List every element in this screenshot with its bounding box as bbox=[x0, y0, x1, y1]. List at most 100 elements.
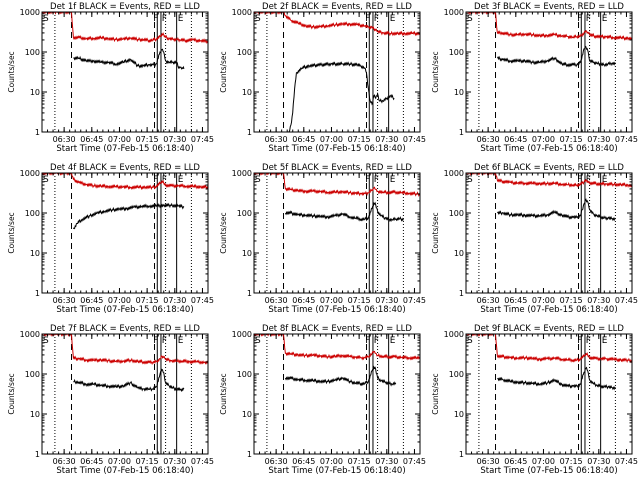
x-tick-label: 07:15 bbox=[560, 135, 583, 144]
y-tick-label: 100 bbox=[25, 48, 40, 57]
series-lld-line bbox=[254, 334, 420, 361]
x-tick-label: 06:30 bbox=[265, 135, 288, 144]
y-tick-label: 10 bbox=[454, 249, 464, 258]
x-axis-label: Start Time (07-Feb-15 06:18:40) bbox=[480, 144, 617, 154]
marker-label: E bbox=[178, 175, 184, 185]
y-axis-label: Counts/sec bbox=[431, 373, 440, 414]
series-lld-line bbox=[466, 173, 632, 188]
panel-title: Det 9f BLACK = Events, RED = LLD bbox=[474, 324, 624, 334]
time-markers bbox=[54, 334, 192, 454]
panel-title: Det 6f BLACK = Events, RED = LLD bbox=[474, 163, 624, 173]
y-tick-label: 100 bbox=[449, 209, 464, 218]
y-axis-label: Counts/sec bbox=[219, 51, 228, 92]
marker-label: E bbox=[390, 175, 396, 185]
x-axis-label: Start Time (07-Feb-15 06:18:40) bbox=[56, 305, 193, 315]
marker-label: F bbox=[577, 175, 582, 185]
y-axis-label: Counts/sec bbox=[431, 51, 440, 92]
marker-label: F bbox=[365, 336, 370, 346]
series-lld-line bbox=[254, 173, 420, 197]
x-tick-label: 06:45 bbox=[292, 457, 315, 466]
x-axis-label: Start Time (07-Feb-15 06:18:40) bbox=[480, 466, 617, 476]
marker-label: F bbox=[162, 175, 167, 185]
y-axis-label: Counts/sec bbox=[219, 373, 228, 414]
x-axis-label: Start Time (07-Feb-15 06:18:40) bbox=[268, 305, 405, 315]
marker-label: E bbox=[602, 14, 608, 24]
y-tick-label: 1 bbox=[35, 450, 40, 459]
panel-title: Det 3f BLACK = Events, RED = LLD bbox=[474, 2, 624, 12]
x-axis-label: Start Time (07-Feb-15 06:18:40) bbox=[480, 305, 617, 315]
y-tick-label: 1 bbox=[459, 128, 464, 137]
y-tick-label: 100 bbox=[25, 370, 40, 379]
y-tick-label: 10 bbox=[242, 249, 252, 258]
x-tick-label: 06:30 bbox=[53, 457, 76, 466]
marker-label: E bbox=[602, 175, 608, 185]
marker-label: S bbox=[255, 175, 261, 185]
marker-label: F bbox=[153, 14, 158, 24]
series-lld-line bbox=[466, 12, 632, 41]
x-axis-label: Start Time (07-Feb-15 06:18:40) bbox=[56, 144, 193, 154]
series-group bbox=[254, 12, 420, 132]
plot-frame bbox=[41, 172, 209, 294]
y-tick-label: 1000 bbox=[444, 330, 464, 339]
series-group bbox=[466, 173, 632, 222]
series-group bbox=[254, 334, 420, 387]
marker-label: F bbox=[374, 336, 379, 346]
x-tick-label: 07:30 bbox=[375, 135, 398, 144]
y-tick-label: 10 bbox=[454, 88, 464, 97]
x-tick-label: 07:00 bbox=[108, 135, 131, 144]
x-tick-label: 06:45 bbox=[292, 296, 315, 305]
y-tick-label: 10 bbox=[30, 88, 40, 97]
marker-label: F bbox=[577, 14, 582, 24]
x-tick-label: 07:30 bbox=[587, 135, 610, 144]
y-tick-label: 100 bbox=[237, 48, 252, 57]
y-axis-label: Counts/sec bbox=[7, 212, 16, 253]
y-tick-label: 10 bbox=[242, 410, 252, 419]
y-tick-label: 1000 bbox=[20, 169, 40, 178]
x-tick-label: 07:15 bbox=[136, 296, 159, 305]
y-axis-label: Counts/sec bbox=[219, 212, 228, 253]
x-axis-label: Start Time (07-Feb-15 06:18:40) bbox=[268, 466, 405, 476]
x-tick-label: 07:15 bbox=[136, 135, 159, 144]
time-markers bbox=[266, 334, 404, 454]
x-tick-label: 07:45 bbox=[615, 135, 638, 144]
x-tick-label: 07:00 bbox=[532, 296, 555, 305]
marker-label: S bbox=[467, 14, 473, 24]
marker-label: S bbox=[43, 14, 49, 24]
x-tick-label: 07:45 bbox=[191, 296, 214, 305]
x-tick-label: 06:45 bbox=[80, 457, 103, 466]
series-events-line bbox=[496, 45, 616, 68]
x-tick-label: 06:30 bbox=[53, 296, 76, 305]
y-tick-label: 1000 bbox=[20, 330, 40, 339]
marker-label: F bbox=[586, 175, 591, 185]
y-tick-label: 1000 bbox=[232, 330, 252, 339]
marker-label: F bbox=[586, 336, 591, 346]
x-tick-label: 07:30 bbox=[163, 296, 186, 305]
x-tick-label: 06:30 bbox=[265, 457, 288, 466]
x-tick-label: 07:00 bbox=[108, 296, 131, 305]
marker-label: F bbox=[153, 336, 158, 346]
series-events-line bbox=[288, 61, 395, 132]
x-tick-label: 07:00 bbox=[532, 135, 555, 144]
x-tick-label: 07:15 bbox=[560, 296, 583, 305]
marker-label: S bbox=[43, 336, 49, 346]
marker-label: F bbox=[586, 14, 591, 24]
marker-label: S bbox=[467, 175, 473, 185]
panel-title: Det 2f BLACK = Events, RED = LLD bbox=[262, 2, 412, 12]
time-markers bbox=[266, 12, 404, 132]
plot-frame bbox=[41, 11, 209, 133]
x-axis-label: Start Time (07-Feb-15 06:18:40) bbox=[268, 144, 405, 154]
series-events-line bbox=[496, 198, 616, 222]
x-tick-label: 07:30 bbox=[587, 457, 610, 466]
marker-label: E bbox=[390, 14, 396, 24]
panel-title: Det 7f BLACK = Events, RED = LLD bbox=[50, 324, 200, 334]
marker-label: S bbox=[255, 14, 261, 24]
x-tick-label: 07:45 bbox=[615, 296, 638, 305]
marker-label: E bbox=[178, 14, 184, 24]
y-tick-label: 1 bbox=[247, 289, 252, 298]
y-tick-label: 1000 bbox=[20, 8, 40, 17]
y-tick-label: 10 bbox=[30, 410, 40, 419]
